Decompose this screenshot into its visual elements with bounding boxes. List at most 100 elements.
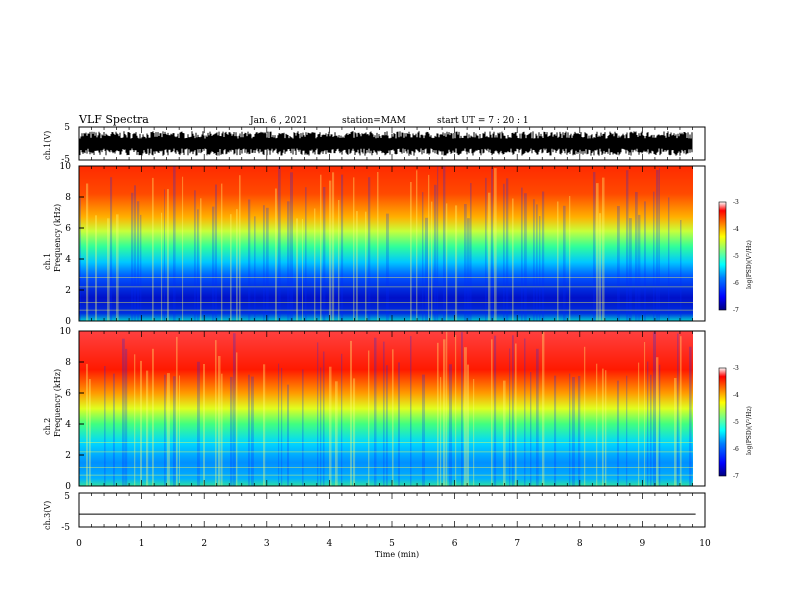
ch1-spec-stripe xyxy=(152,177,154,321)
ch2-spec-stripe xyxy=(638,362,640,486)
ch2-spec-stripe xyxy=(503,380,506,486)
ch1-spec-stripe xyxy=(488,192,491,321)
ch2-spec-stripe xyxy=(350,340,352,486)
ch1-spec-stripe xyxy=(314,208,316,321)
ch1-spec-stripe xyxy=(563,205,566,321)
x-tick-label: 2 xyxy=(201,539,207,549)
ch2-spec-stripe xyxy=(605,370,607,486)
ch1-spec-stripe xyxy=(599,213,602,321)
ch1-spec-stripe xyxy=(212,206,215,321)
freq-tick-label: 2 xyxy=(65,451,71,461)
ch1-spec-stripe xyxy=(467,218,470,321)
ch2-spectrogram-texture xyxy=(79,331,693,486)
ch2-spec-stripe xyxy=(536,348,539,486)
ch2-spec-stripe xyxy=(491,339,493,486)
ch1-spec-stripe xyxy=(353,177,355,321)
ch1-spec-stripe xyxy=(410,182,412,321)
ch2-spec-stripe xyxy=(278,363,280,486)
ch1-spec-stripe xyxy=(491,168,493,321)
ch1-spec-stripe xyxy=(194,190,196,321)
ch1-spec-stripe xyxy=(107,218,110,321)
ch1-spec-stripe xyxy=(368,177,371,321)
ch2-colorbar xyxy=(718,367,727,477)
ch2-spec-stripe xyxy=(446,331,448,486)
colorbar-tick-label: -4 xyxy=(733,226,739,233)
ch2-spec-stripe xyxy=(173,376,176,486)
ch1-spec-stripe xyxy=(197,209,199,321)
ch1-spec-stripe xyxy=(320,174,322,321)
ch1-spec-stripe xyxy=(638,214,641,321)
freq-tick-label: 8 xyxy=(65,193,71,203)
ch2-spec-stripe xyxy=(263,364,266,486)
freq-tick-label: 8 xyxy=(65,358,71,368)
colorbar-tick-label: -3 xyxy=(733,199,739,206)
ch1-spec-stripe xyxy=(95,215,97,321)
ch1-spec-stripe xyxy=(512,198,514,321)
ch1-spec-stripe xyxy=(254,216,256,321)
ch1-spec-stripe xyxy=(290,172,293,321)
ch1-spec-stripe xyxy=(134,185,136,321)
ch2-spec-stripe xyxy=(281,368,283,486)
freq-tick-label: 4 xyxy=(65,255,71,265)
ch2-spec-stripe xyxy=(461,332,463,486)
ch1-spec-stripe xyxy=(329,180,332,321)
ch2-spec-ylabel-2: Frequency (kHz) xyxy=(53,369,62,437)
ch1-spec-stripe xyxy=(287,201,290,321)
ch2-spec-stripe xyxy=(650,374,652,486)
x-tick-label: 8 xyxy=(577,539,583,549)
ch1-spec-stripe xyxy=(653,191,655,321)
ch1-spec-stripe xyxy=(443,166,446,321)
ch1-spec-stripe xyxy=(248,199,251,321)
ch1-spec-stripe xyxy=(464,204,467,321)
ch1-spec-stripe xyxy=(557,201,559,321)
ch1-spec-ylabel-2: Frequency (kHz) xyxy=(53,204,62,272)
ch1-spec-stripe xyxy=(386,213,389,321)
ch1-spec-stripe xyxy=(521,187,523,321)
ch2-spec-stripe xyxy=(524,338,526,486)
freq-tick-label: 6 xyxy=(65,224,71,234)
ch1-spec-stripe xyxy=(506,178,509,321)
freq-tick-label: 10 xyxy=(60,162,72,172)
colorbar-tick-label: -4 xyxy=(733,392,739,399)
ch2-spec-stripe xyxy=(215,340,217,486)
ch1-spec-stripe xyxy=(263,205,265,321)
ch2-spec-stripe xyxy=(422,374,425,486)
ch2-spec-stripe xyxy=(218,356,221,486)
ch2-spec-stripe xyxy=(473,379,475,486)
ch2-spec-stripe xyxy=(335,381,338,486)
ch2-spec-stripe xyxy=(233,333,236,486)
colorbar-tick-label: -3 xyxy=(733,365,739,372)
ch2-spec-stripe xyxy=(89,379,91,486)
ch2-spec-stripe xyxy=(134,354,136,486)
ch1-spec-stripe xyxy=(533,199,535,321)
date-label: Jan. 6 , 2021 xyxy=(249,116,308,126)
ch2-spec-stripe xyxy=(125,348,128,486)
colorbar-tick-label: -6 xyxy=(733,280,739,287)
ch2-spec-stripe xyxy=(368,350,370,486)
ch1-spec-stripe xyxy=(626,170,629,321)
ch2-spec-stripe xyxy=(647,361,649,486)
ch1-colorbar-ticks: -3 -4 -5 -6 -7 xyxy=(733,199,739,314)
ch1-spec-stripe xyxy=(239,175,241,321)
ch1-spec-stripe xyxy=(116,214,119,321)
ch2-spec-stripe xyxy=(176,336,178,486)
ch1-ytick-5: 5 xyxy=(64,123,70,133)
ch2-spec-stripe xyxy=(374,337,377,486)
ch1-spec-stripe xyxy=(656,170,659,321)
ch1-spec-stripe xyxy=(569,196,571,321)
ch3-ylabel: ch.3(V) xyxy=(43,501,52,530)
ch1-spec-stripe xyxy=(296,218,298,321)
freq-tick-label: 2 xyxy=(65,286,71,296)
ch2-spec-stripe xyxy=(578,376,581,486)
ch2-spec-stripe xyxy=(146,370,149,486)
ch2-spec-stripe xyxy=(494,335,497,486)
ch2-spec-stripe xyxy=(248,374,250,486)
ch1-waveform-panel: 5 -5 ch.1(V) xyxy=(43,123,706,165)
ch2-spec-stripe xyxy=(617,380,619,486)
time-axis-ticks: 0 1 2 3 4 5 6 7 8 9 10 xyxy=(76,127,711,549)
ch2-spec-stripe xyxy=(104,366,106,486)
ch1-spec-stripe xyxy=(266,207,269,321)
ch1-spec-stripe xyxy=(455,205,458,321)
